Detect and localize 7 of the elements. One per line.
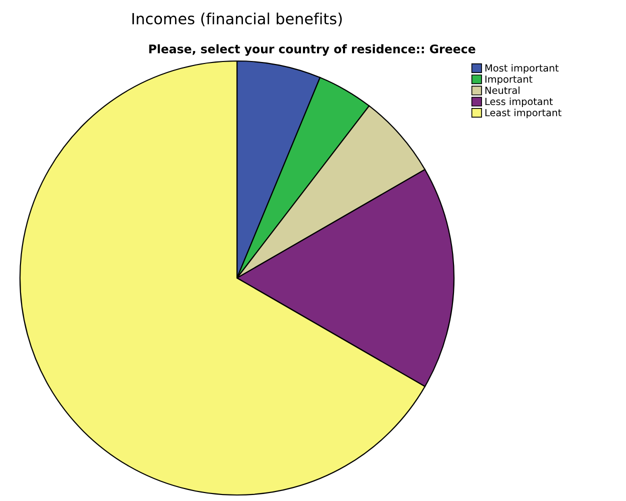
legend-label: Less impotant xyxy=(485,98,553,108)
legend-label: Important xyxy=(485,76,532,85)
legend-label: Most important xyxy=(485,64,559,74)
legend-label: Least important xyxy=(485,108,562,118)
chart-subtitle: Please, select your country of residence:: Greece xyxy=(149,44,476,56)
legend-label: Neutral xyxy=(485,86,520,94)
chart-title: Incomes (financial benefits) xyxy=(132,12,342,26)
